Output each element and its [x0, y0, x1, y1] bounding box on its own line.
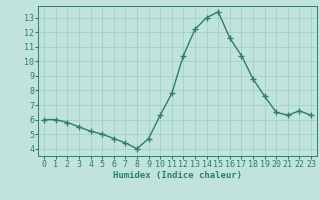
- X-axis label: Humidex (Indice chaleur): Humidex (Indice chaleur): [113, 171, 242, 180]
